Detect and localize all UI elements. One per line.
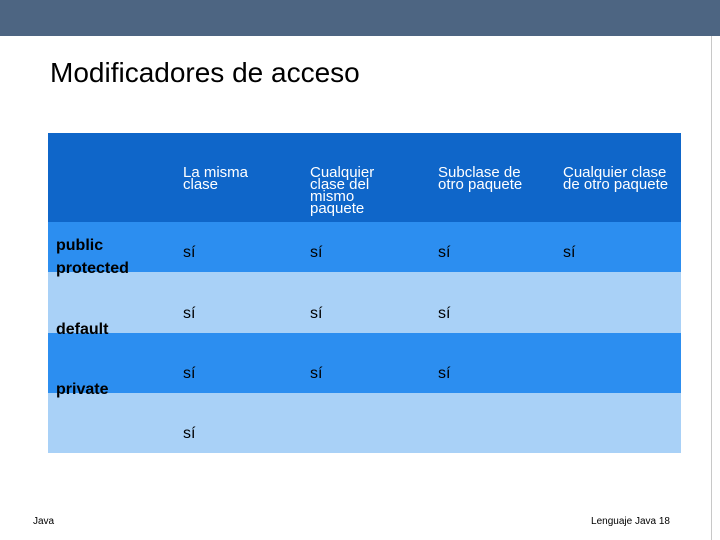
row-label: default	[56, 321, 109, 338]
cell-value: sí	[310, 244, 323, 261]
row-label: protected	[56, 260, 129, 277]
column-header: Cualquier clase de otro paquete	[563, 164, 669, 193]
column-header: La misma clase	[183, 164, 249, 193]
cell-value: sí	[183, 425, 196, 442]
cell-value: sí	[183, 365, 196, 382]
footer-right: Lenguaje Java 18	[591, 516, 670, 527]
cell-value: sí	[438, 305, 451, 322]
cell-value: sí	[310, 305, 323, 322]
cell-value: sí	[310, 365, 323, 382]
row-label: private	[56, 381, 109, 398]
cell-value: sí	[563, 244, 576, 261]
row-label: public	[56, 237, 104, 254]
column-header: Subclase de otro paquete	[438, 164, 523, 193]
table-row: public sí sí sí sí	[48, 222, 681, 272]
table-row: private sí	[48, 381, 681, 453]
cell-value: sí	[438, 244, 451, 261]
header-row: La misma clase Cualquier clase del mismo …	[48, 133, 681, 222]
cell-value: sí	[183, 244, 196, 261]
table-row: protected sí sí sí	[48, 260, 681, 333]
access-table: La misma clase Cualquier clase del mismo …	[48, 133, 681, 453]
table-row: default sí sí sí	[48, 321, 681, 393]
slide-title: Modificadores de acceso	[50, 57, 360, 88]
cell-value: sí	[183, 305, 196, 322]
footer-left: Java	[33, 516, 55, 527]
edge-line	[711, 36, 712, 540]
top-bar	[0, 0, 720, 36]
cell-value: sí	[438, 365, 451, 382]
column-header: Cualquier clase del mismo paquete	[310, 164, 375, 217]
